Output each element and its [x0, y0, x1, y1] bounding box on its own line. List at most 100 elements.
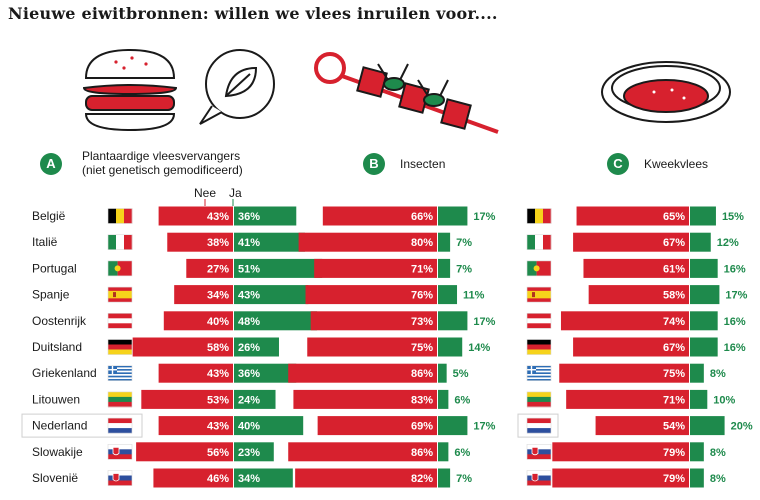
- bar-ja: [438, 468, 451, 488]
- bar-ja: [438, 337, 463, 357]
- flag-nl-icon: [526, 417, 552, 434]
- group-a-badge: A: [40, 153, 62, 175]
- label-nee: 71%: [663, 394, 685, 406]
- insect-skewer-icon: [314, 52, 499, 134]
- bar-nee: [310, 311, 437, 331]
- bar-nee: [293, 389, 437, 409]
- label-ja: 16%: [724, 263, 746, 275]
- bar-nee: [573, 337, 689, 357]
- label-ja: 17%: [473, 421, 495, 433]
- highlight-box-left: [21, 413, 143, 438]
- bar-ja: [690, 311, 718, 331]
- group-a-title: Plantaardige vleesvervangers (niet genet…: [82, 149, 243, 177]
- label-ja: 36%: [238, 211, 260, 223]
- flag-at-icon: [526, 312, 552, 329]
- bar-nee: [314, 258, 437, 278]
- bar-nee: [132, 337, 233, 357]
- country-label: Griekenland: [32, 366, 97, 380]
- label-ja: 15%: [722, 211, 744, 223]
- label-ja: 36%: [238, 368, 260, 380]
- bar-ja: [690, 416, 725, 436]
- bar-nee: [566, 389, 689, 409]
- bar-nee: [552, 442, 689, 462]
- group-a-title-line2: (niet genetisch gemodificeerd): [82, 163, 243, 177]
- label-nee: 83%: [411, 394, 433, 406]
- label-nee: 43%: [207, 211, 229, 223]
- flag-lt-icon: [107, 391, 133, 408]
- label-nee: 69%: [411, 421, 433, 433]
- bar-ja: [438, 285, 458, 305]
- flag-sk-icon: [107, 443, 133, 460]
- bar-nee: [552, 468, 689, 488]
- bar-nee: [295, 468, 437, 488]
- bar-ja: [690, 442, 704, 462]
- label-nee: 82%: [411, 473, 433, 485]
- label-ja: 8%: [710, 447, 726, 459]
- bar-nee: [322, 206, 437, 226]
- bar-ja: [438, 232, 451, 252]
- group-c-badge: C: [607, 153, 629, 175]
- flag-it-icon: [107, 234, 133, 250]
- label-nee: 27%: [207, 263, 229, 275]
- label-ja: 6%: [454, 394, 470, 406]
- label-nee: 54%: [663, 421, 685, 433]
- ja-label: Ja: [229, 186, 242, 200]
- bar-ja: [234, 285, 309, 305]
- label-nee: 75%: [411, 342, 433, 354]
- label-ja: 6%: [454, 447, 470, 459]
- label-ja: 7%: [456, 473, 472, 485]
- country-label: Italië: [32, 235, 58, 249]
- bar-nee: [186, 258, 233, 278]
- nee-label: Nee: [194, 186, 217, 200]
- bar-nee: [305, 285, 437, 305]
- flag-pt-icon: [526, 260, 552, 277]
- group-c-title: Kweekvlees: [644, 157, 709, 171]
- petri-dish-icon: [601, 61, 731, 123]
- bar-ja: [234, 337, 279, 357]
- bar-ja: [690, 337, 718, 357]
- flag-lt-icon: [526, 391, 552, 408]
- label-nee: 74%: [663, 316, 685, 328]
- bar-nee: [298, 232, 437, 252]
- bar-ja: [234, 468, 293, 488]
- country-label: Oostenrijk: [32, 314, 87, 328]
- bar-nee: [559, 363, 689, 383]
- bar-ja: [690, 232, 711, 252]
- bar-nee: [288, 363, 437, 383]
- label-ja: 11%: [463, 290, 485, 302]
- bar-ja: [234, 416, 304, 436]
- flag-pt-icon: [107, 260, 133, 277]
- flag-be-icon: [107, 208, 133, 224]
- label-ja: 7%: [456, 237, 472, 249]
- bar-ja: [234, 206, 297, 226]
- flag-gr-icon: [526, 365, 552, 382]
- flag-es-icon: [107, 286, 133, 303]
- bar-nee: [588, 285, 689, 305]
- label-ja: 40%: [238, 421, 260, 433]
- label-nee: 67%: [663, 342, 685, 354]
- bar-nee: [158, 206, 233, 226]
- label-ja: 24%: [238, 394, 260, 406]
- label-nee: 75%: [663, 368, 685, 380]
- flag-de-icon: [526, 339, 552, 355]
- label-ja: 16%: [724, 316, 746, 328]
- label-nee: 86%: [411, 447, 433, 459]
- label-ja: 17%: [473, 316, 495, 328]
- label-nee: 53%: [207, 394, 229, 406]
- label-nee: 38%: [207, 237, 229, 249]
- bar-nee: [158, 416, 233, 436]
- flag-it-icon: [526, 234, 552, 250]
- label-nee: 80%: [411, 237, 433, 249]
- bar-nee: [167, 232, 233, 252]
- country-label: Litouwen: [32, 392, 80, 406]
- bar-nee: [560, 311, 689, 331]
- bar-ja: [234, 442, 274, 462]
- bar-ja: [438, 363, 447, 383]
- label-ja: 10%: [713, 394, 735, 406]
- bar-ja: [234, 389, 276, 409]
- label-ja: 5%: [453, 368, 469, 380]
- label-ja: 34%: [238, 473, 260, 485]
- label-nee: 43%: [207, 421, 229, 433]
- bar-ja: [234, 363, 297, 383]
